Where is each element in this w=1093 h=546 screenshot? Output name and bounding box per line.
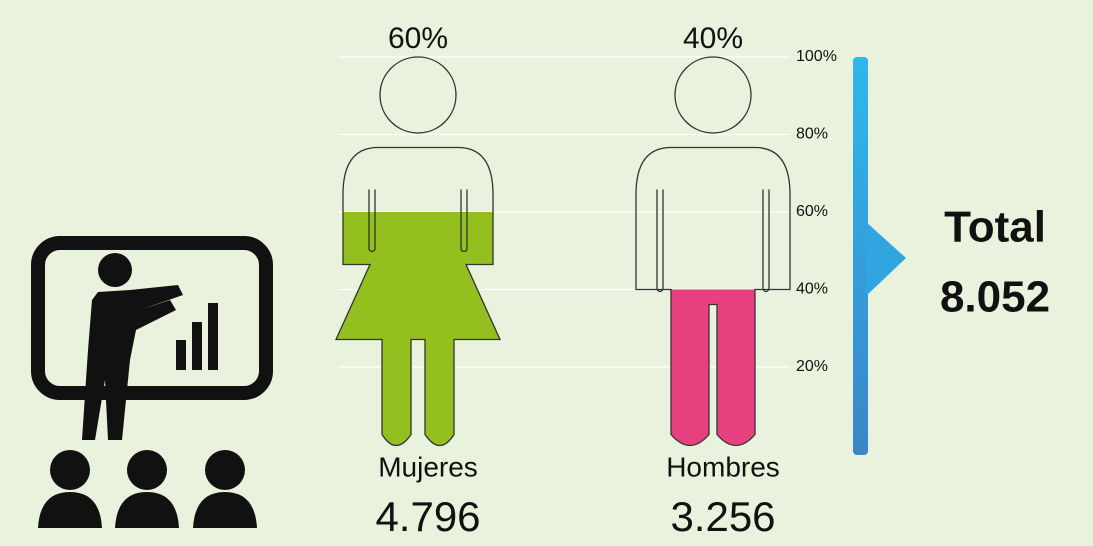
value-label: 40% bbox=[683, 22, 743, 55]
y-tick-label: 80% bbox=[796, 126, 828, 143]
arm-gap bbox=[657, 190, 663, 292]
infographic: 20% 40% 60% 80% 100% Total 8.052 60% Mujeres 4… bbox=[0, 0, 1093, 546]
y-tick-label: 60% bbox=[796, 203, 828, 220]
y-tick-label: 20% bbox=[796, 358, 828, 375]
head bbox=[675, 57, 751, 133]
fill-bar bbox=[328, 212, 508, 460]
y-tick-label: 100% bbox=[796, 48, 837, 65]
arm-gap bbox=[763, 190, 769, 292]
head bbox=[380, 57, 456, 133]
total-bracket bbox=[853, 57, 906, 455]
category-label: Mujeres bbox=[378, 451, 478, 482]
value-label: 60% bbox=[388, 22, 448, 55]
fill-bar bbox=[623, 290, 803, 460]
y-tick-label: 40% bbox=[796, 281, 828, 298]
total-label: Total bbox=[944, 203, 1046, 252]
presenter-icon bbox=[38, 243, 266, 528]
figures bbox=[328, 57, 803, 460]
total-value: 8.052 bbox=[940, 273, 1050, 322]
count-label: 3.256 bbox=[670, 493, 775, 540]
category-label: Hombres bbox=[666, 451, 780, 482]
count-label: 4.796 bbox=[375, 493, 480, 540]
